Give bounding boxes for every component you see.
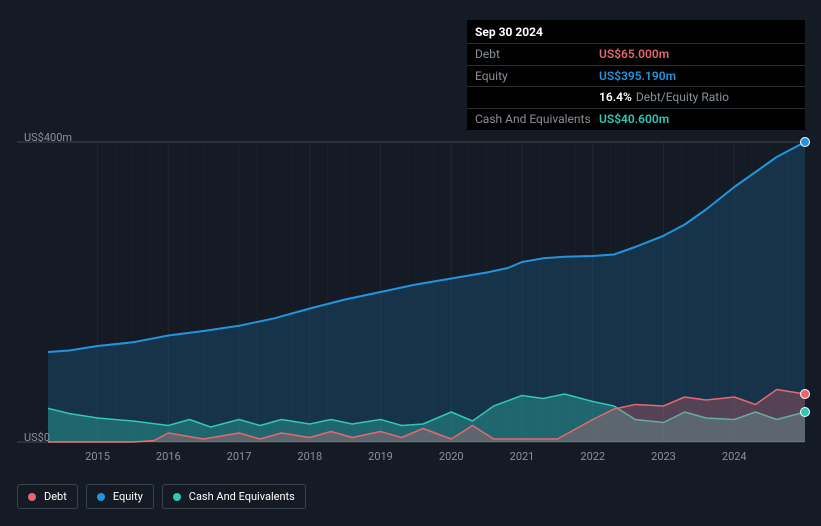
x-tick-label: 2023 [651,450,676,463]
legend-item[interactable]: Debt [17,484,78,509]
x-tick-label: 2022 [580,450,605,463]
chart-legend: Debt Equity Cash And Equivalents [17,484,306,509]
legend-dot-icon [28,493,36,501]
tooltip-label: Debt [475,46,599,63]
x-tick-label: 2024 [722,450,747,463]
tooltip-row: EquityUS$395.190m [467,65,805,87]
tooltip-value: 16.4%Debt/Equity Ratio [599,89,729,106]
x-tick-label: 2016 [156,450,181,463]
x-tick-label: 2018 [297,450,322,463]
legend-label: Debt [44,490,67,503]
y-tick-label: US$0 [24,431,50,444]
x-tick-label: 2015 [85,450,110,463]
x-tick-label: 2019 [368,450,393,463]
legend-item[interactable]: Cash And Equivalents [162,484,306,509]
tooltip-row: 16.4%Debt/Equity Ratio [467,86,805,108]
x-tick-label: 2017 [227,450,252,463]
tooltip-label [475,89,599,106]
tooltip-date: Sep 30 2024 [467,20,805,43]
x-tick-label: 2020 [439,450,464,463]
legend-dot-icon [97,493,105,501]
series-end-marker [800,389,810,399]
tooltip-value: US$65.000m [599,46,669,63]
tooltip-row: Cash And EquivalentsUS$40.600m [467,108,805,130]
legend-dot-icon [173,493,181,501]
chart-tooltip: Sep 30 2024 DebtUS$65.000mEquityUS$395.1… [467,20,805,130]
tooltip-value: US$395.190m [599,68,676,85]
x-tick-label: 2021 [510,450,535,463]
legend-label: Cash And Equivalents [189,490,295,503]
series-end-marker [800,137,810,147]
tooltip-label: Equity [475,68,599,85]
legend-item[interactable]: Equity [86,484,154,509]
legend-label: Equity [113,490,143,503]
y-tick-label: US$400m [24,131,72,144]
series-end-marker [800,407,810,417]
tooltip-value: US$40.600m [599,111,669,128]
tooltip-row: DebtUS$65.000m [467,43,805,65]
tooltip-label: Cash And Equivalents [475,111,599,128]
tooltip-extra: Debt/Equity Ratio [636,90,729,104]
